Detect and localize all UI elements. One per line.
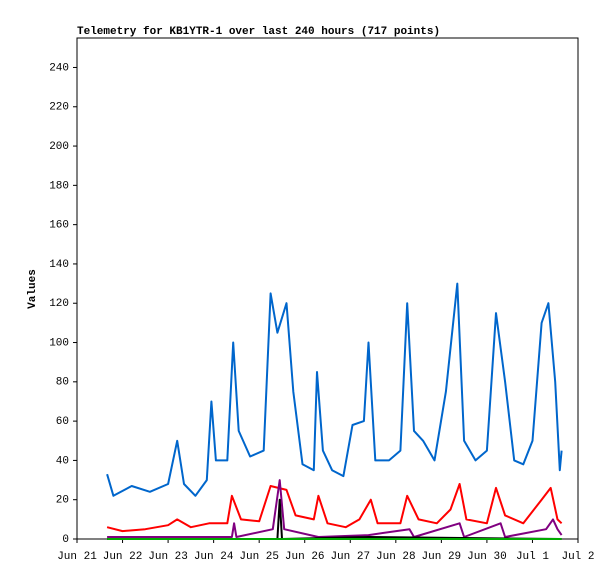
y-tick-label: 180 (49, 180, 69, 192)
y-tick-label: 80 (56, 377, 69, 389)
x-tick-label: Jun 23 (148, 551, 188, 563)
x-tick-label: Jun 25 (239, 551, 279, 563)
y-tick-label: 100 (49, 337, 69, 349)
x-tick-label: Jun 21 (57, 551, 97, 563)
y-tick-label: 140 (49, 259, 69, 271)
y-axis-label: Values (27, 269, 39, 309)
y-tick-label: 0 (62, 534, 69, 546)
x-tick-label: Jun 22 (103, 551, 143, 563)
y-tick-label: 200 (49, 141, 69, 153)
series-line (107, 498, 562, 540)
series-line (107, 479, 563, 538)
series-line (106, 483, 563, 533)
y-tick-label: 40 (56, 455, 69, 467)
series-line (106, 282, 563, 497)
x-tick-label: Jun 26 (285, 551, 325, 563)
y-tick-label: 240 (49, 62, 69, 74)
x-tick-label: Jun 30 (467, 551, 507, 563)
y-tick-label: 120 (49, 298, 69, 310)
x-tick-label: Jul 1 (516, 551, 549, 563)
y-tick-label: 20 (56, 495, 69, 507)
y-tick-label: 220 (49, 102, 69, 114)
x-tick-label: Jun 29 (422, 551, 462, 563)
x-tick-label: Jul 2 (561, 551, 594, 563)
y-tick-label: 160 (49, 220, 69, 232)
chart-title: Telemetry for KB1YTR-1 over last 240 hou… (77, 26, 440, 38)
plot-frame (76, 37, 579, 540)
x-tick-label: Jun 27 (330, 551, 370, 563)
x-tick-label: Jun 24 (194, 551, 234, 563)
x-tick-label: Jun 28 (376, 551, 416, 563)
y-tick-label: 60 (56, 416, 69, 428)
